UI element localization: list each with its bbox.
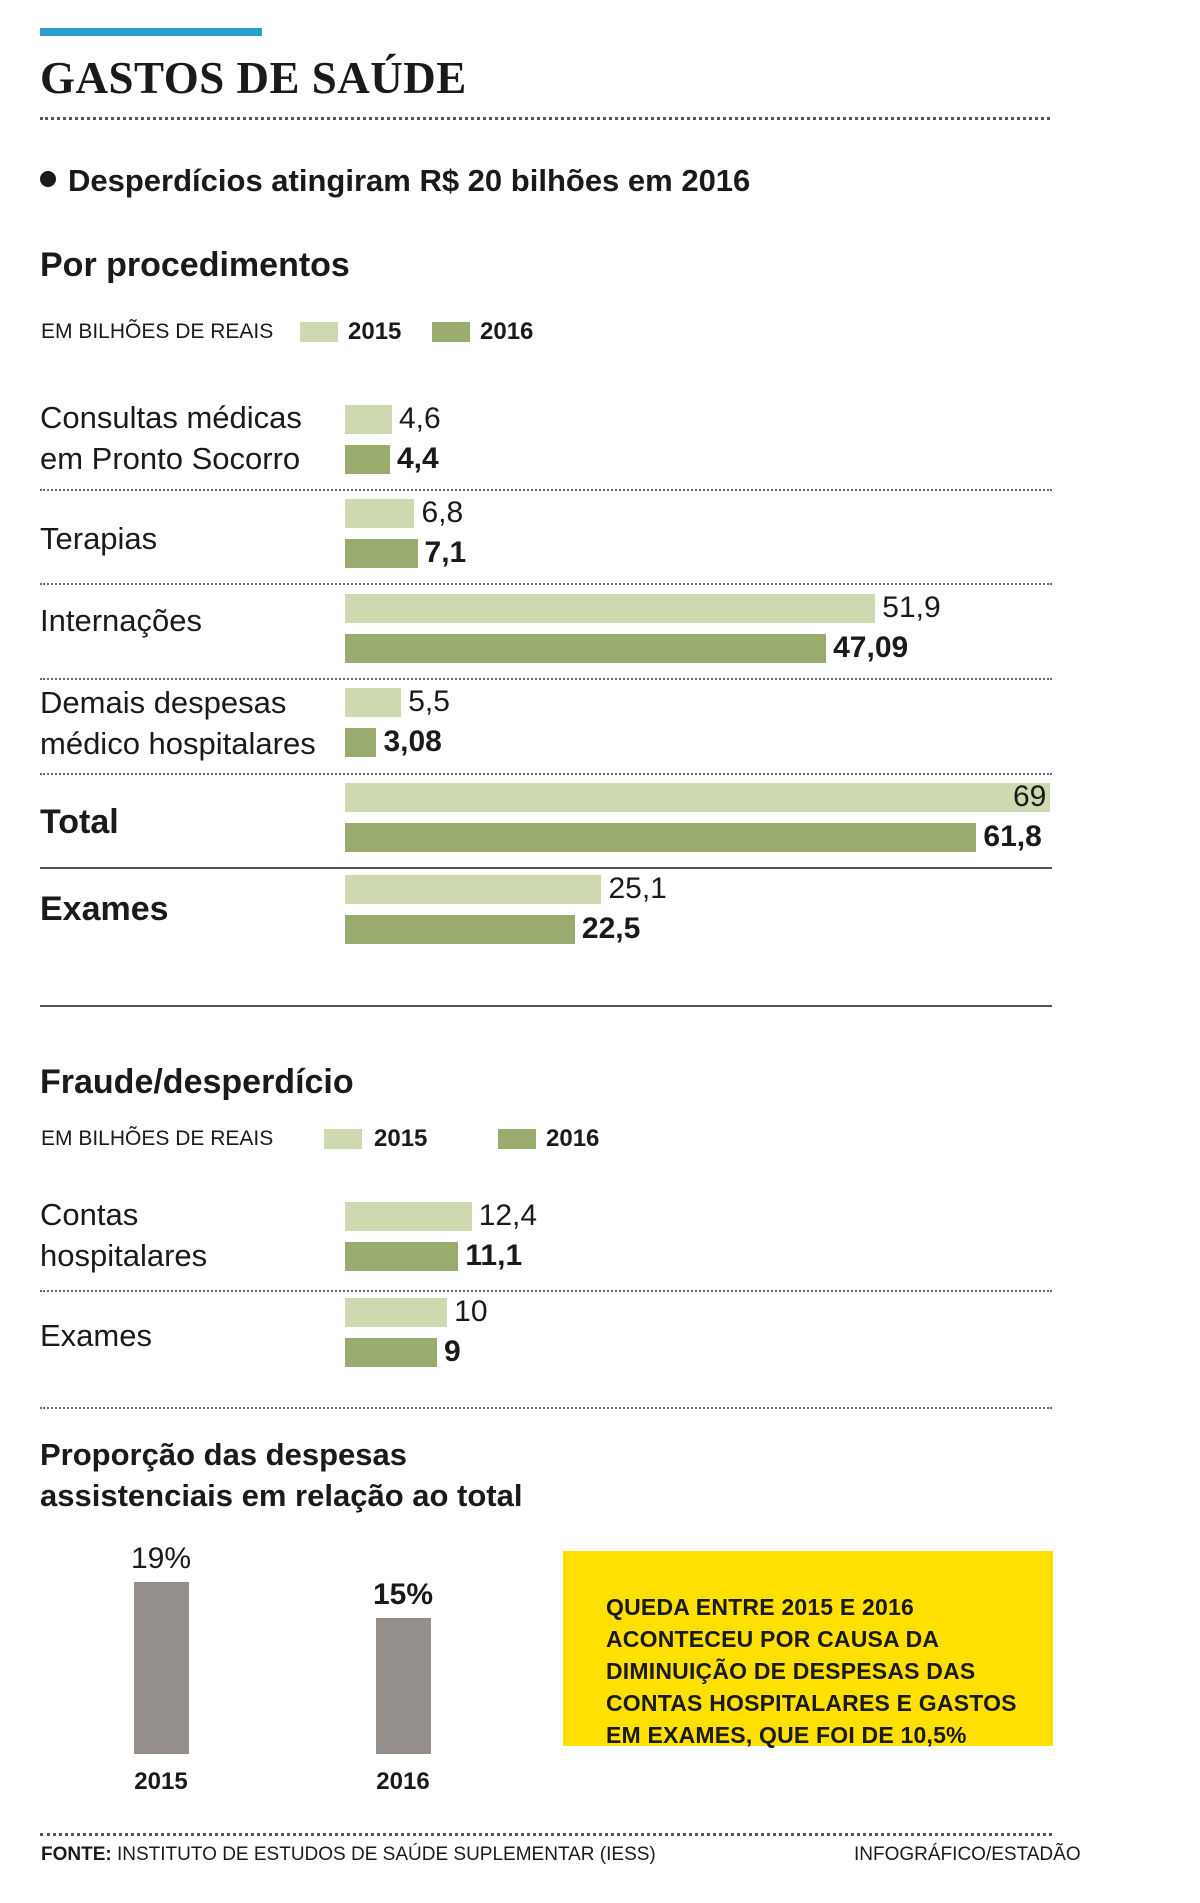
value-label-2015: 12,4 (478, 1199, 538, 1232)
chart1-category-label: Terapias (40, 521, 158, 556)
lede: Desperdícios atingiram R$ 20 bilhões em … (40, 163, 750, 199)
title-divider (40, 117, 1050, 120)
bar-2016 (345, 823, 977, 852)
proportion-bar-2015 (134, 1582, 189, 1754)
proportion-bar-2016 (376, 1618, 431, 1754)
footer-divider (40, 1833, 1052, 1836)
value-label-2015: 6,8 (421, 496, 464, 529)
chart3-title: Proporção das despesas assistenciais em … (40, 1437, 523, 1513)
bar-2015 (345, 688, 402, 717)
note-text: QUEDA ENTRE 2015 E 2016 ACONTECEU POR CA… (606, 1594, 1017, 1748)
bar-2015 (345, 1202, 472, 1231)
bar-2015 (345, 875, 602, 904)
row-separator (40, 489, 1052, 491)
footer-source-text: INSTITUTO DE ESTUDOS DE SAÚDE SUPLEMENTA… (117, 1844, 656, 1865)
footer-source-label: FONTE: (41, 1844, 112, 1865)
bar-2015 (345, 594, 876, 623)
chart1-category-label: Consultas médicas em Pronto Socorro (40, 400, 302, 476)
value-label-2015: 5,5 (408, 685, 450, 718)
chart2-title: Fraude/desperdício (40, 1063, 354, 1101)
bar-2015 (345, 405, 392, 434)
chart1-category-label: Demais despesas médico hospitalares (40, 685, 316, 761)
row-separator (40, 1290, 1052, 1292)
chart2-unit-label: EM BILHÕES DE REAIS (41, 1127, 274, 1150)
total-separator (40, 867, 1052, 869)
chart1-legend-swatch-2015 (300, 322, 338, 342)
bar-2016 (345, 728, 377, 757)
chart1-title: Por procedimentos (40, 246, 350, 284)
chart1-legend-label-2016: 2016 (480, 318, 534, 345)
top-accent-bar (40, 28, 262, 36)
proportion-label-2016: 15% (372, 1578, 434, 1612)
value-label-2015: 4,6 (399, 402, 441, 435)
chart2-category-label: Exames (40, 1318, 152, 1353)
bar-2016 (345, 915, 575, 944)
value-label-2016: 4,4 (396, 442, 439, 475)
proportion-label-2015: 19% (130, 1542, 192, 1575)
row-separator (40, 773, 1052, 775)
bar-2016 (345, 1242, 459, 1271)
row-separator (40, 583, 1052, 585)
value-label-2016: 9 (443, 1335, 461, 1368)
value-label-2016: 3,08 (383, 725, 442, 758)
bar-2016 (345, 445, 390, 474)
proportion-year-2015: 2015 (134, 1768, 188, 1795)
value-label-2016: 47,09 (833, 631, 909, 664)
page-title: GASTOS DE SAÚDE (40, 53, 467, 103)
value-label-2015: 10 (454, 1295, 488, 1328)
chart2-legend-label-2015: 2015 (374, 1125, 428, 1152)
footer-source: FONTE: INSTITUTO DE ESTUDOS DE SAÚDE SUP… (41, 1844, 656, 1866)
value-label-2015: 25,1 (608, 872, 667, 905)
bar-2015 (345, 499, 415, 528)
chart2-legend-swatch-2015 (324, 1129, 362, 1149)
footer-credit: INFOGRÁFICO/ESTADÃO (854, 1844, 1081, 1865)
chart2-legend-label-2016: 2016 (546, 1125, 600, 1152)
section-divider (40, 1005, 1052, 1007)
value-label-2016: 11,1 (465, 1239, 523, 1272)
chart1-unit-label: EM BILHÕES DE REAIS (41, 320, 274, 343)
value-label-2016: 22,5 (581, 912, 641, 945)
lede-text: Desperdícios atingiram R$ 20 bilhões em … (68, 163, 751, 198)
bar-2016 (345, 1338, 437, 1367)
bar-2016 (345, 634, 827, 663)
value-label-2016: 61,8 (983, 820, 1042, 853)
value-label-2015: 51,9 (882, 591, 941, 624)
bar-2015 (345, 1298, 448, 1327)
bullet-icon (40, 171, 56, 187)
chart1-legend-swatch-2016 (432, 322, 470, 342)
chart1-category-label: Exames (40, 890, 169, 928)
bar-2015 (345, 783, 1050, 812)
row-separator (40, 678, 1052, 680)
value-label-2016: 7,1 (424, 536, 467, 569)
chart2-category-label: Contas hospitalares (40, 1197, 208, 1273)
value-label-2015: 69 (1013, 780, 1047, 813)
proportion-year-2016: 2016 (376, 1768, 430, 1795)
chart1-category-label-total: Total (40, 803, 119, 841)
note-box: QUEDA ENTRE 2015 E 2016 ACONTECEU POR CA… (563, 1551, 1053, 1748)
chart1-category-label: Internações (40, 603, 202, 638)
bar-2016 (345, 539, 418, 568)
row-separator (40, 1407, 1052, 1409)
chart1-legend-label-2015: 2015 (348, 318, 402, 345)
chart2-legend-swatch-2016 (498, 1129, 536, 1149)
